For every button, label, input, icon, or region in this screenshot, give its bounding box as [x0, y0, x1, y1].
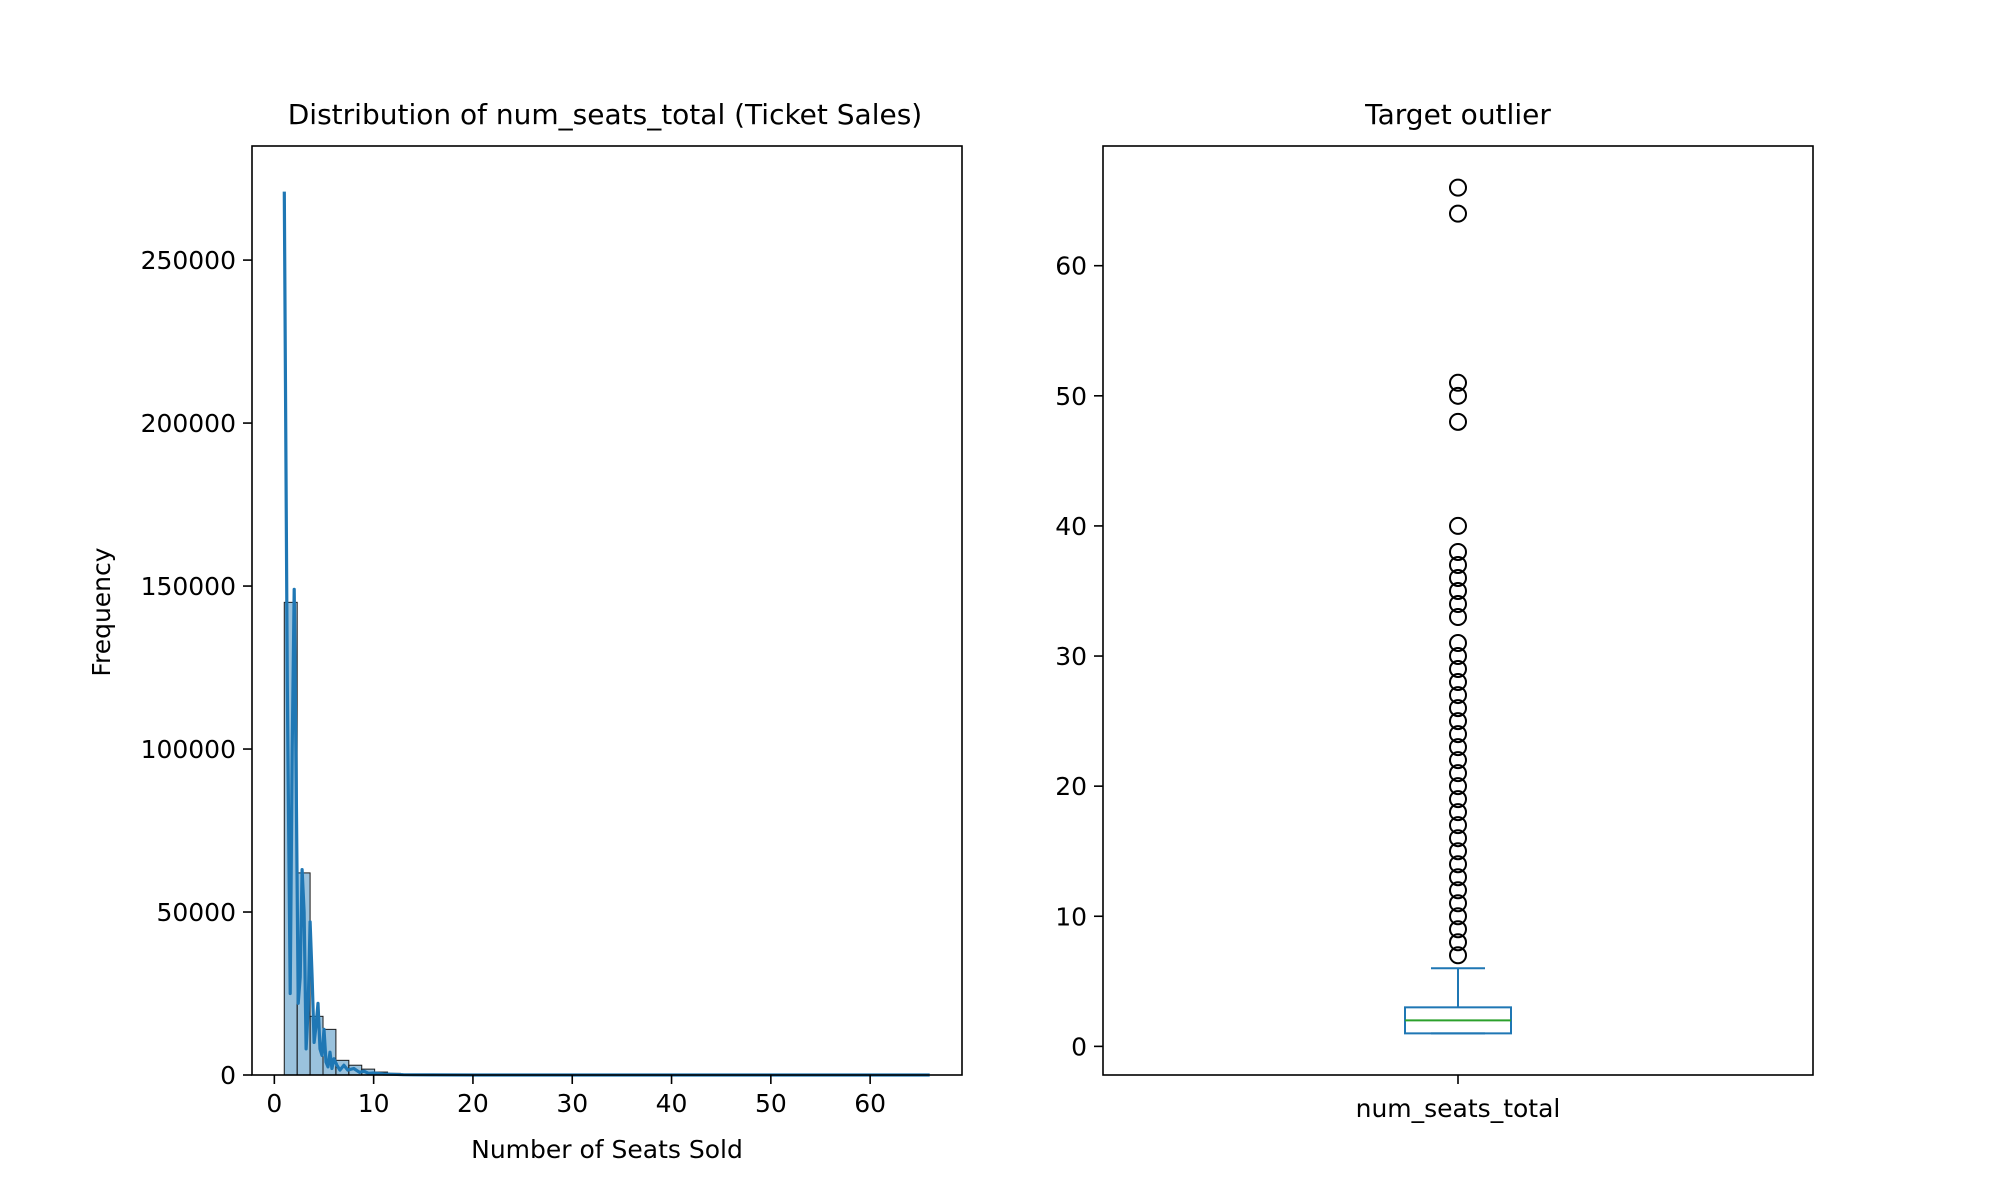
- outlier-point: [1449, 686, 1467, 705]
- y-tick-label: 60: [1055, 252, 1087, 281]
- outlier-point: [1449, 777, 1467, 796]
- outlier-point: [1449, 555, 1467, 574]
- boxplot-y-ticks: 0 10 20 30 40 50 60: [1055, 252, 1103, 1061]
- outlier-point: [1449, 855, 1467, 874]
- outlier-point: [1449, 634, 1467, 653]
- outlier-point: [1449, 790, 1467, 809]
- y-tick-label: 50000: [156, 898, 236, 927]
- y-tick-label: 100000: [141, 735, 236, 764]
- outlier-point: [1449, 594, 1467, 613]
- kde-curve: [282, 191, 930, 1077]
- y-tick-label: 250000: [141, 246, 236, 275]
- outlier-point: [1449, 542, 1467, 561]
- outlier-point: [1449, 894, 1467, 913]
- outlier-point: [1449, 920, 1467, 939]
- outlier-point: [1449, 933, 1467, 952]
- histogram-panel: Distribution of num_seats_total (Ticket …: [87, 98, 963, 1164]
- histogram-title: Distribution of num_seats_total (Ticket …: [288, 98, 922, 131]
- outlier-point: [1449, 725, 1467, 744]
- x-tick-label: 0: [266, 1089, 282, 1118]
- outlier-point: [1449, 907, 1467, 926]
- y-tick-label: 0: [1071, 1032, 1087, 1061]
- histogram-frame: [251, 145, 963, 1076]
- boxplot-panel: Target outlier 0 10 20 30 40 50 60 num_seats_t…: [1055, 98, 1814, 1123]
- y-tick-label: 50: [1055, 382, 1087, 411]
- histogram-x-ticks: 0 10 20 30 40 50 60: [266, 1075, 886, 1118]
- outlier-point: [1449, 764, 1467, 783]
- x-tick-label: 30: [556, 1089, 588, 1118]
- outlier-point: [1449, 803, 1467, 822]
- y-tick-label: 30: [1055, 642, 1087, 671]
- outlier-point: [1449, 829, 1467, 848]
- outlier-point: [1449, 751, 1467, 770]
- outlier-point: [1449, 581, 1467, 600]
- y-tick-label: 20: [1055, 772, 1087, 801]
- y-tick-label: 150000: [141, 572, 236, 601]
- y-tick-label: 10: [1055, 902, 1087, 931]
- outlier-point: [1449, 178, 1467, 197]
- outlier-point: [1449, 699, 1467, 718]
- outlier-point: [1449, 660, 1467, 679]
- outlier-point: [1449, 712, 1467, 731]
- y-tick-label: 200000: [141, 409, 236, 438]
- x-tick-label: 10: [358, 1089, 390, 1118]
- outlier-point: [1449, 946, 1467, 965]
- x-tick-label: 40: [656, 1089, 688, 1118]
- outlier-point: [1449, 868, 1467, 887]
- outlier-point: [1449, 738, 1467, 757]
- x-tick-label: 20: [457, 1089, 489, 1118]
- histogram-y-ticks: 0 50000 100000 150000 200000 250000: [141, 246, 252, 1090]
- outlier-point: [1449, 881, 1467, 900]
- histogram-x-axis-label: Number of Seats Sold: [471, 1135, 743, 1164]
- boxplot-elements: [1404, 178, 1512, 1084]
- x-tick-label: 60: [854, 1089, 886, 1118]
- outlier-point: [1449, 673, 1467, 692]
- histogram-y-axis-label: Frequency: [87, 547, 116, 676]
- outlier-point: [1449, 842, 1467, 861]
- boxplot-title: Target outlier: [1364, 98, 1551, 131]
- outlier-point: [1449, 568, 1467, 587]
- outlier-point: [1449, 816, 1467, 835]
- outlier-point: [1449, 373, 1467, 392]
- y-tick-label: 40: [1055, 512, 1087, 541]
- outlier-point: [1449, 412, 1467, 431]
- y-tick-label: 0: [220, 1061, 236, 1090]
- outlier-point: [1449, 647, 1467, 666]
- boxplot-category-label: num_seats_total: [1356, 1094, 1561, 1123]
- outlier-point: [1449, 608, 1467, 627]
- x-tick-label: 50: [755, 1089, 787, 1118]
- outlier-point: [1449, 386, 1467, 405]
- outlier-point: [1449, 516, 1467, 535]
- boxplot-frame: [1102, 145, 1814, 1076]
- outlier-point: [1449, 204, 1467, 223]
